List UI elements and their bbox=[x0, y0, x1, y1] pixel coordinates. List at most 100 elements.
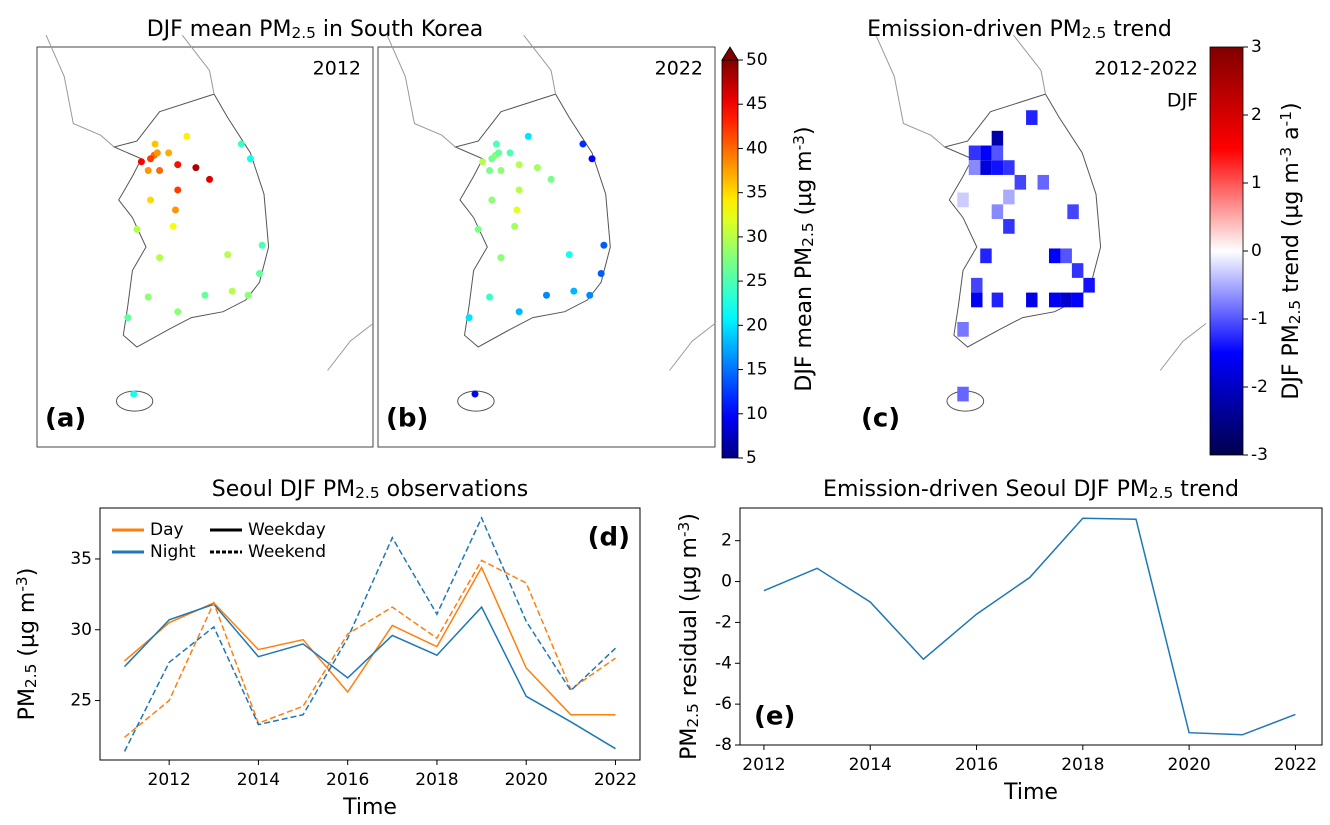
grid-cell bbox=[971, 292, 983, 308]
y-tick-label: 25 bbox=[70, 691, 92, 711]
station bbox=[465, 314, 473, 322]
colorbar-extend bbox=[721, 46, 739, 61]
station bbox=[156, 167, 164, 175]
station bbox=[479, 158, 487, 166]
colorbar-tick-label: 10 bbox=[746, 404, 768, 424]
y-axis-label-part: ) bbox=[677, 513, 702, 522]
colorbar-label-part: a bbox=[1279, 126, 1304, 146]
grid-cell bbox=[957, 322, 969, 337]
colorbar-tick-label: 20 bbox=[746, 315, 768, 335]
panel-label: (e) bbox=[754, 702, 795, 732]
annotation: 2022 bbox=[655, 58, 703, 80]
station bbox=[486, 167, 494, 175]
y-tick-label: -6 bbox=[715, 694, 732, 714]
coastline bbox=[943, 93, 1102, 348]
station bbox=[515, 186, 523, 194]
colorbar-label-part: 2.5 bbox=[799, 222, 817, 246]
grid-cell bbox=[1003, 160, 1015, 175]
station bbox=[570, 287, 578, 295]
legend-label: Weekend bbox=[248, 542, 326, 562]
y-tick-label: 35 bbox=[70, 549, 92, 569]
grid-cell bbox=[980, 248, 992, 264]
x-tick-label: 2016 bbox=[326, 770, 369, 790]
colorbar-tick-label: -3 bbox=[1251, 445, 1268, 465]
chart-title: Seoul DJF PM2.5 observations bbox=[212, 477, 528, 502]
colorbar-label-part: 2.5 bbox=[1286, 300, 1304, 324]
grid-cell bbox=[980, 145, 992, 161]
grid-cell bbox=[991, 292, 1004, 308]
colorbar-tick-label: 5 bbox=[746, 448, 757, 468]
station bbox=[492, 140, 500, 148]
grid-cell bbox=[1060, 248, 1072, 264]
station bbox=[165, 149, 173, 157]
station bbox=[579, 140, 587, 148]
station bbox=[497, 167, 505, 175]
station bbox=[147, 196, 155, 204]
chart-title-part: 2.5 bbox=[1149, 484, 1173, 502]
colorbar-tick-label: 15 bbox=[746, 360, 768, 380]
grid-cell bbox=[1048, 248, 1061, 264]
station bbox=[600, 241, 608, 249]
station bbox=[597, 269, 605, 277]
station bbox=[588, 155, 596, 163]
x-tick-label: 2016 bbox=[955, 755, 998, 775]
colorbar-tick-label: 40 bbox=[746, 138, 768, 158]
grid-cell bbox=[957, 386, 969, 402]
colorbar-label-part: -1 bbox=[1277, 111, 1295, 126]
x-tick-label: 2020 bbox=[505, 770, 548, 790]
y-axis-label: PM2.5 residual (µg m-3) bbox=[675, 513, 702, 760]
colorbar-tick-label: 30 bbox=[746, 227, 768, 247]
station bbox=[171, 206, 179, 214]
grid-cell bbox=[1048, 292, 1061, 308]
colorbar-label-part: ) bbox=[1279, 102, 1304, 111]
chart-title-part: in South Korea bbox=[316, 17, 483, 42]
y-axis-label-part: PM bbox=[677, 728, 702, 760]
panel-label: (a) bbox=[45, 404, 86, 434]
panel-label: (c) bbox=[861, 404, 900, 434]
colorbar-label: DJF mean PM2.5 (µg m-3) bbox=[790, 126, 817, 391]
coastline bbox=[875, 34, 946, 148]
x-axis-label: Time bbox=[1003, 780, 1058, 805]
x-tick-label: 2014 bbox=[849, 755, 892, 775]
y-axis-label-part: PM bbox=[15, 688, 40, 720]
station bbox=[488, 196, 496, 204]
station bbox=[156, 254, 164, 262]
colorbar-label-part: ) bbox=[792, 126, 817, 135]
coastline bbox=[327, 323, 374, 371]
coastline bbox=[523, 34, 557, 95]
coastline bbox=[453, 93, 611, 348]
station bbox=[183, 132, 191, 140]
station bbox=[174, 308, 182, 316]
grid-cell bbox=[1003, 189, 1015, 205]
x-axis-label: Time bbox=[342, 795, 397, 820]
station bbox=[486, 293, 494, 301]
x-tick-label: 2012 bbox=[148, 770, 191, 790]
y-axis-label-part: (µg m bbox=[15, 592, 40, 664]
y-axis-label-part: 2.5 bbox=[684, 703, 702, 727]
panel-label: (d) bbox=[588, 523, 630, 553]
colorbar-label-part: trend (µg m bbox=[1279, 162, 1304, 300]
station bbox=[513, 206, 521, 214]
legend-label: Night bbox=[150, 542, 196, 562]
station bbox=[533, 164, 541, 172]
colorbar-tick-label: 3 bbox=[1251, 37, 1262, 57]
grid-cell bbox=[968, 145, 981, 161]
station bbox=[565, 251, 573, 259]
chart-title: Emission-driven PM2.5 trend bbox=[867, 17, 1172, 42]
station bbox=[130, 390, 138, 398]
chart-title-part: Emission-driven PM bbox=[867, 17, 1082, 42]
colorbar-tick-label: 0 bbox=[1251, 241, 1262, 261]
grid-cell bbox=[1026, 292, 1038, 308]
x-tick-label: 2020 bbox=[1167, 755, 1210, 775]
line-series bbox=[123, 603, 616, 750]
colorbar-label-part: DJF mean PM bbox=[792, 247, 817, 392]
grid-cell bbox=[957, 192, 969, 208]
chart-title-part: observations bbox=[380, 477, 529, 502]
x-tick-label: 2014 bbox=[237, 770, 280, 790]
colorbar-tick-label: 1 bbox=[1251, 173, 1262, 193]
coastline bbox=[386, 34, 456, 148]
annotation: DJF bbox=[1167, 90, 1198, 112]
grid-cell bbox=[1060, 292, 1072, 308]
station bbox=[201, 291, 209, 299]
map-frame bbox=[36, 46, 374, 448]
